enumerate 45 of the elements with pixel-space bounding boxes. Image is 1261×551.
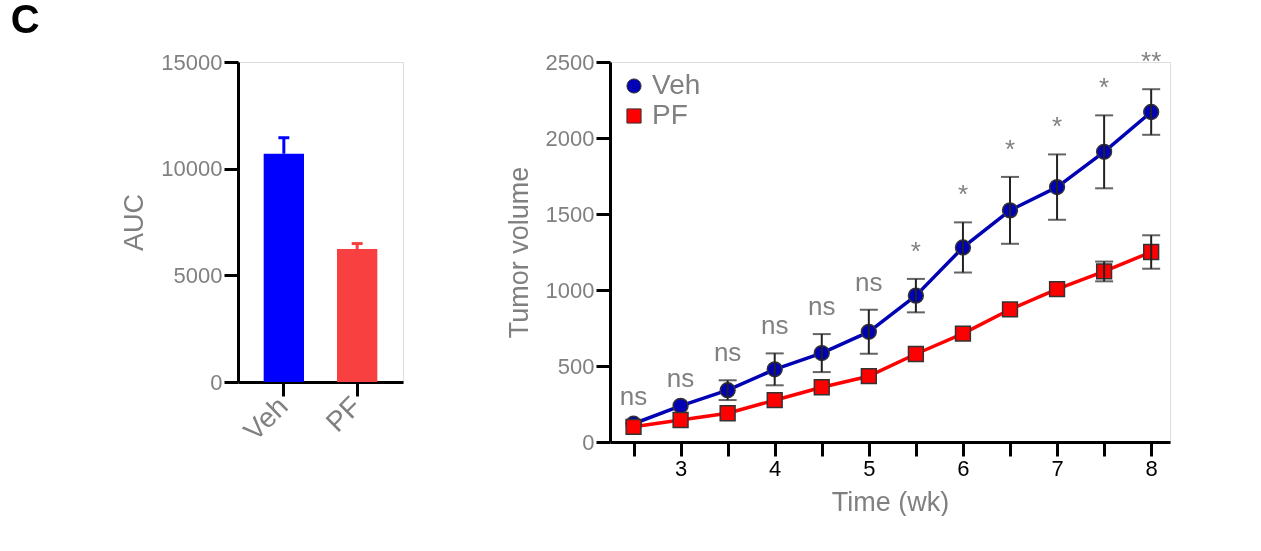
- x-tick-label: 6: [957, 455, 970, 481]
- annotation: ns: [619, 380, 648, 411]
- point: [672, 397, 689, 414]
- annotation: ns: [808, 291, 836, 322]
- annotation: *: [1004, 133, 1016, 164]
- annotation: ns: [666, 362, 695, 393]
- point: [1001, 301, 1019, 318]
- y-axis-title: AUC: [119, 193, 150, 252]
- annotation: ns: [713, 337, 742, 368]
- annotation: *: [1099, 72, 1110, 103]
- y-tick-label: 2500: [545, 49, 595, 75]
- x-tick-label: Veh: [237, 390, 294, 447]
- annotation: *: [1052, 111, 1063, 142]
- y-tick-label: 500: [557, 353, 595, 379]
- point: [719, 405, 736, 422]
- y-axis-title: Tumor volume: [503, 166, 534, 339]
- point: [860, 368, 877, 385]
- chart-title: C: [10, 0, 40, 41]
- y-tick-label: 5000: [173, 262, 223, 288]
- x-axis-title: Time (wk): [831, 486, 950, 517]
- point: [672, 411, 689, 429]
- annotation: **: [1141, 46, 1162, 77]
- legend-label: Veh: [652, 69, 701, 100]
- y-tick-label: 0: [210, 369, 223, 395]
- x-tick-label: 5: [863, 455, 876, 481]
- y-tick-label: 0: [582, 429, 595, 455]
- y-tick-label: 2000: [545, 125, 595, 151]
- point: [766, 392, 783, 409]
- y-tick-label: 10000: [161, 156, 223, 182]
- x-tick-label: 4: [769, 455, 782, 481]
- x-tick-label: 8: [1145, 455, 1158, 481]
- point: [813, 379, 830, 396]
- point: [907, 345, 925, 363]
- annotation: ns: [760, 310, 789, 341]
- legend-label: PF: [652, 99, 688, 130]
- annotation: ns: [855, 266, 883, 297]
- point: [1048, 280, 1066, 298]
- point: [954, 325, 972, 342]
- annotation: *: [910, 235, 921, 266]
- y-tick-label: 15000: [161, 49, 223, 75]
- x-tick-label: 7: [1051, 455, 1064, 481]
- y-tick-label: 1500: [545, 201, 595, 227]
- x-tick-label: 3: [674, 455, 688, 481]
- annotation: *: [957, 179, 968, 210]
- y-tick-label: 1000: [545, 277, 595, 303]
